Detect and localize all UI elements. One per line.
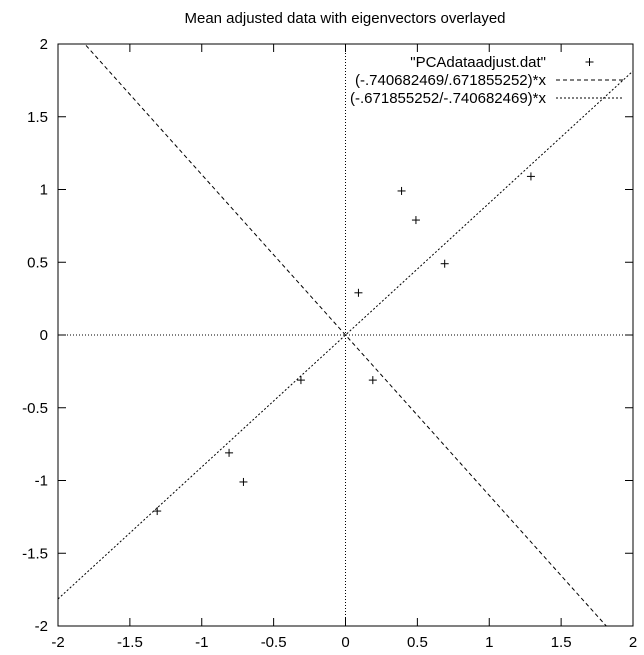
x-tick-label: -2 <box>51 634 64 651</box>
y-tick-label: 0.5 <box>27 254 48 271</box>
x-tick-label: -1 <box>195 634 208 651</box>
ticks <box>57 43 634 627</box>
data-point <box>239 477 248 486</box>
data-point <box>354 288 363 297</box>
data-point <box>440 259 449 268</box>
chart-title: Mean adjusted data with eigenvectors ove… <box>184 10 505 27</box>
y-tick-label: -1 <box>35 473 48 490</box>
y-tick-label: 2 <box>40 36 48 53</box>
x-tick-label: 1.5 <box>551 634 572 651</box>
data-point <box>296 376 305 385</box>
data-point <box>411 216 420 225</box>
y-tick-label: -1.5 <box>22 545 48 562</box>
legend-label: (-.671855252/-.740682469)*x <box>350 90 546 107</box>
y-tick-label: 1.5 <box>27 109 48 126</box>
x-tick-label: 0.5 <box>407 634 428 651</box>
x-tick-label: -1.5 <box>117 634 143 651</box>
eigenvector-lines <box>58 44 633 626</box>
data-points <box>153 172 535 516</box>
x-tick-label: -0.5 <box>261 634 287 651</box>
x-tick-label: 2 <box>629 634 637 651</box>
legend-marker <box>585 58 594 66</box>
x-tick-label: 1 <box>485 634 493 651</box>
legend-label: (-.740682469/.671855252)*x <box>355 72 546 89</box>
data-point <box>397 186 406 195</box>
data-point <box>368 376 377 385</box>
legend: "PCAdataadjust.dat"(-.740682469/.6718552… <box>350 54 623 107</box>
data-point <box>225 448 234 457</box>
tick-labels: -2 -1.5 -1 -0.5 0 0.5 1 1.5 2 -2 -1.5 -1 -0.5 0 0.5 1 1.… <box>22 36 637 651</box>
eigenvector-line <box>84 44 607 626</box>
eigenvector-line <box>58 70 633 600</box>
data-point <box>153 507 162 516</box>
y-tick-label: -0.5 <box>22 400 48 417</box>
data-point <box>526 172 535 181</box>
y-tick-label: -2 <box>35 618 48 635</box>
y-tick-label: 0 <box>40 327 48 344</box>
legend-label: "PCAdataadjust.dat" <box>410 54 546 71</box>
y-tick-label: 1 <box>40 182 48 199</box>
x-tick-label: 0 <box>341 634 349 651</box>
